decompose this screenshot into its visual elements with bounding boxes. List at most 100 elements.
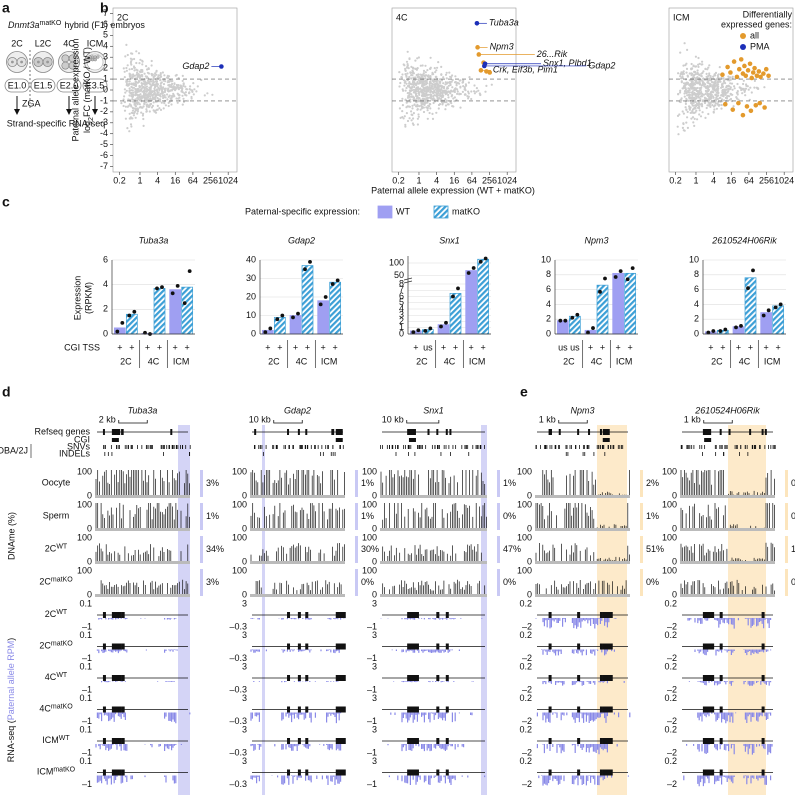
x-tick-label: 2C <box>268 356 280 366</box>
methylation-signal <box>380 470 486 497</box>
replicate-dot <box>734 325 738 330</box>
dname-tick-label: 0 <box>87 589 92 599</box>
background-gene <box>182 97 185 100</box>
background-gene <box>686 116 689 119</box>
background-gene <box>463 87 466 90</box>
background-gene <box>143 80 146 83</box>
rna-tick-label: 0.2 <box>519 598 532 608</box>
snv <box>160 445 162 449</box>
replicate-dot <box>120 321 125 325</box>
background-gene <box>745 84 748 87</box>
background-gene <box>473 92 476 95</box>
background-gene <box>455 98 458 101</box>
rna-tick-label: 0.2 <box>519 661 532 671</box>
background-gene <box>133 110 136 113</box>
snv <box>484 445 485 449</box>
indel <box>163 452 164 456</box>
cgi <box>602 438 610 442</box>
background-gene <box>477 89 480 92</box>
background-gene <box>412 96 416 99</box>
background-gene <box>701 71 704 75</box>
snv <box>734 445 736 449</box>
background-gene <box>434 75 437 78</box>
background-gene <box>408 117 411 120</box>
background-gene <box>438 81 441 84</box>
background-gene <box>417 56 420 59</box>
background-gene <box>181 79 184 82</box>
replicate-dot <box>411 330 416 335</box>
replicate-dot <box>586 330 590 335</box>
rna-tick-label: –1 <box>367 684 377 694</box>
background-gene <box>711 104 714 107</box>
background-gene <box>693 88 696 92</box>
background-gene <box>433 89 436 92</box>
locus-title: Tuba3a <box>128 405 158 415</box>
snv <box>704 445 706 449</box>
rna-tick-label: 3 <box>372 724 377 734</box>
exon <box>287 706 291 713</box>
dname-tick-label: 0 <box>527 589 532 599</box>
background-gene <box>143 100 146 104</box>
indel <box>332 452 334 456</box>
summary-bar <box>497 470 500 497</box>
exon <box>335 738 346 744</box>
replicate-dot <box>335 278 340 283</box>
background-gene <box>706 84 709 88</box>
x-tick-label: 1 <box>137 175 142 185</box>
y-tick-label: -6 <box>100 150 108 160</box>
background-gene <box>445 77 448 80</box>
icm-cell <box>96 55 100 59</box>
gene-label: Npm3 <box>490 42 514 52</box>
replicate-dot <box>303 267 307 272</box>
snv <box>164 445 165 449</box>
snv <box>151 445 153 449</box>
background-gene <box>694 104 697 107</box>
background-gene <box>404 89 407 92</box>
background-gene <box>717 87 720 90</box>
tss-label: + <box>708 342 713 352</box>
background-gene <box>684 86 687 89</box>
blastomere <box>61 61 70 70</box>
background-gene <box>421 74 424 77</box>
dname-tick-label: 0 <box>242 490 247 500</box>
background-gene <box>418 105 421 108</box>
snv <box>314 445 315 449</box>
background-gene <box>122 104 125 108</box>
background-gene <box>681 110 684 113</box>
dname-tick-label: 0 <box>672 490 677 500</box>
replicate-dot <box>182 301 187 306</box>
background-gene <box>456 81 459 84</box>
background-gene <box>685 71 688 74</box>
background-gene <box>411 113 414 117</box>
background-gene <box>707 104 710 107</box>
summary-bar <box>355 503 358 530</box>
background-gene <box>714 98 718 101</box>
background-gene <box>163 90 166 94</box>
background-gene <box>679 91 682 94</box>
exon <box>577 738 581 744</box>
exon <box>407 429 410 435</box>
sample-label: 4CmatKO <box>39 703 73 714</box>
snv <box>117 445 119 449</box>
background-gene <box>156 96 159 100</box>
blastomere <box>61 54 70 63</box>
background-gene <box>691 87 694 90</box>
bar <box>744 277 757 335</box>
y-tick-label: 0 <box>103 328 108 338</box>
y-tick-label: 100 <box>389 257 404 267</box>
indel <box>584 452 586 456</box>
snv <box>448 445 450 449</box>
background-gene <box>704 101 707 104</box>
de-gene <box>725 64 730 70</box>
snv <box>688 445 690 449</box>
exon <box>297 738 301 744</box>
snv <box>304 445 306 449</box>
snv <box>714 445 716 449</box>
exon <box>599 675 603 681</box>
background-gene <box>440 88 443 91</box>
exon <box>335 429 343 435</box>
background-gene <box>685 62 688 65</box>
background-gene <box>713 108 716 111</box>
replicate-dot <box>570 315 575 320</box>
